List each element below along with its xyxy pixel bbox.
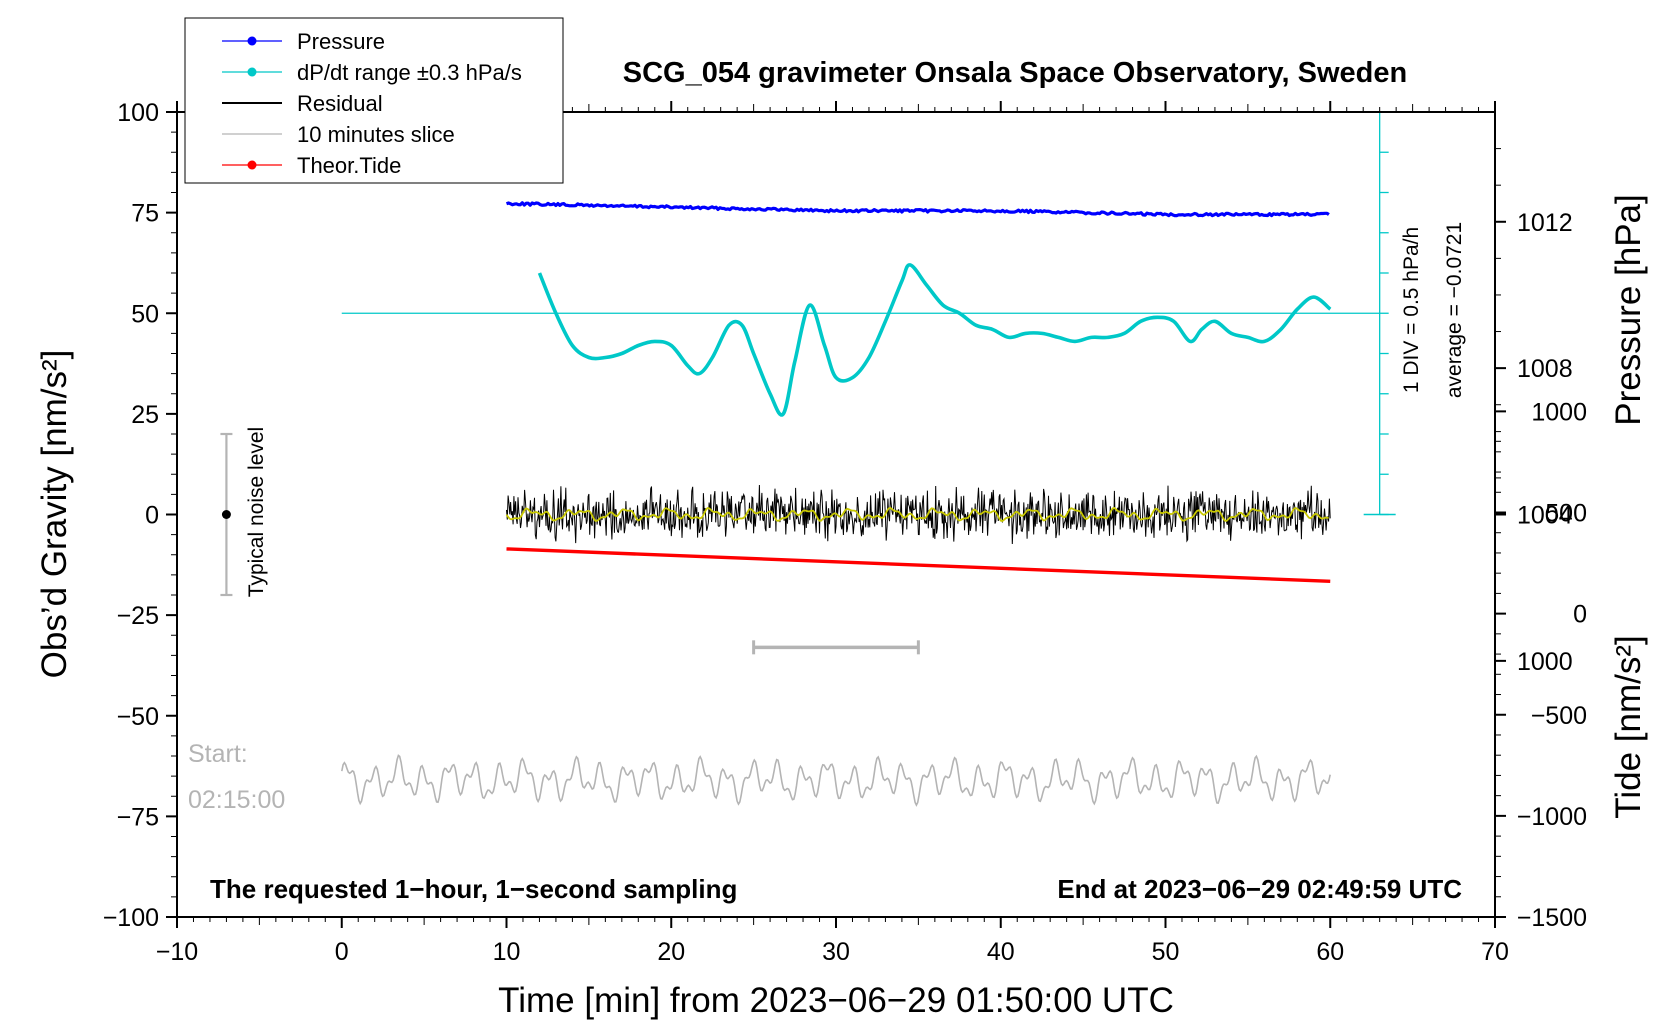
- pressure-tick-label: 1000: [1517, 648, 1573, 676]
- pressure-tick-label: 1004: [1517, 502, 1573, 530]
- noise-center-dot: [221, 510, 231, 519]
- ticks-layer: −10 0 10 20 30 40 50 60 70−100−75−50−25025507510…: [103, 99, 1587, 966]
- y-tick-label: 75: [131, 200, 159, 228]
- y-axis-title-tide: Tide [nm/s²]: [1609, 635, 1648, 818]
- theoretical-tide-line: [506, 547, 1331, 583]
- y-tick-label: 100: [117, 99, 159, 127]
- tide-tick-label: −1500: [1517, 904, 1587, 932]
- average-label: average = −0.0721: [1443, 222, 1466, 398]
- pressure-tick-label: 1008: [1517, 355, 1573, 383]
- plot-layer: [220, 111, 1396, 807]
- x-tick-label: 40: [987, 938, 1015, 966]
- legend-marker: [247, 36, 257, 46]
- y-tick-label: −25: [117, 602, 159, 630]
- legend-label: dP/dt range ±0.3 hPa/s: [297, 60, 522, 85]
- tide-tick-label: 1000: [1531, 398, 1587, 426]
- x-tick-label: −10: [156, 938, 198, 966]
- residual-line: [506, 484, 1331, 545]
- tide-tick-label: −500: [1531, 702, 1587, 730]
- x-tick-label: 50: [1152, 938, 1180, 966]
- noise-level-label: Typical noise level: [245, 427, 268, 597]
- y-axis-title-pressure: Pressure [hPa]: [1609, 194, 1648, 426]
- y-tick-label: 50: [131, 300, 159, 328]
- y-tick-label: −100: [103, 904, 159, 932]
- x-tick-label: 10: [493, 938, 521, 966]
- y-tick-label: 25: [131, 401, 159, 429]
- div-scale-label: 1 DIV = 0.5 hPa/h: [1400, 227, 1423, 393]
- footer-right-note: End at 2023−06−29 02:49:59 UTC: [1057, 874, 1462, 904]
- legend-marker: [247, 67, 257, 77]
- x-tick-label: 70: [1481, 938, 1509, 966]
- chart-title: SCG_054 gravimeter Onsala Space Observat…: [623, 57, 1407, 89]
- legend-items: Pressure dP/dt range ±0.3 hPa/s Residual 10…: [222, 29, 522, 178]
- start-time-label: 02:15:00: [188, 786, 285, 814]
- y-tick-label: −75: [117, 803, 159, 831]
- legend: Pressure dP/dt range ±0.3 hPa/s Residual 10…: [184, 17, 564, 184]
- pressure-tick-label: 1012: [1517, 209, 1573, 237]
- start-label: Start:: [188, 740, 248, 768]
- legend-label: Pressure: [297, 29, 385, 54]
- tide-tick-label: −1000: [1517, 803, 1587, 831]
- ten-minute-slice-line: [341, 754, 1331, 807]
- legend-label: 10 minutes slice: [297, 122, 455, 147]
- legend-marker: [247, 160, 257, 170]
- pressure-line: [505, 201, 1330, 218]
- y-tick-label: 0: [145, 502, 159, 530]
- legend-label: Residual: [297, 91, 383, 116]
- dpdt-line: [537, 263, 1332, 417]
- x-tick-label: 20: [657, 938, 685, 966]
- legend-box: [184, 17, 564, 184]
- tide-tick-label: 0: [1573, 601, 1587, 629]
- footer-left-note: The requested 1−hour, 1−second sampling: [210, 874, 737, 904]
- y-axis-title-left: Obs’d Gravity [nm/s²]: [35, 350, 74, 679]
- x-tick-label: 30: [822, 938, 850, 966]
- residual-smoothed-line: [505, 506, 1329, 522]
- tide-tick-label: 500: [1545, 500, 1587, 528]
- x-tick-label: 60: [1316, 938, 1344, 966]
- legend-label: Theor.Tide: [297, 153, 401, 178]
- x-tick-label: 0: [335, 938, 349, 966]
- y-tick-label: −50: [117, 703, 159, 731]
- x-axis-title: Time [min] from 2023−06−29 01:50:00 UTC: [498, 981, 1174, 1020]
